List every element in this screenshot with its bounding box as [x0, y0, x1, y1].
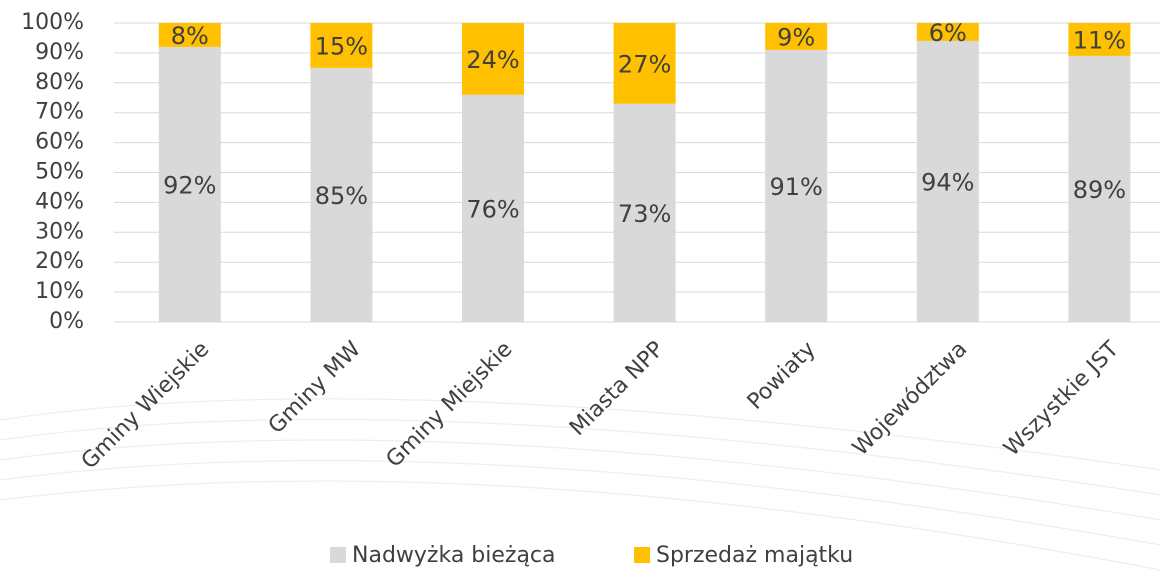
x-tick-label: Miasta NPP [565, 337, 669, 441]
data-label: 92% [163, 171, 216, 199]
background-waves [0, 398, 1161, 571]
bar-segment [462, 94, 524, 322]
bar-segment [1068, 23, 1131, 56]
bar-segment [765, 23, 828, 50]
x-tick-label: Gminy Miejskie [382, 337, 518, 473]
y-tick-label: 40% [35, 189, 84, 214]
y-tick-label: 20% [35, 249, 84, 274]
data-label: 8% [171, 22, 209, 50]
y-tick-label: 0% [49, 309, 84, 334]
data-label: 94% [921, 168, 974, 196]
data-label: 89% [1073, 176, 1126, 204]
x-tick-label: Gminy Wiejskie [77, 337, 214, 474]
legend-label: Nadwyżka bieżąca [352, 543, 556, 568]
bar-segment [462, 23, 524, 95]
x-tick-label: Wszystkie JST [999, 336, 1124, 461]
y-tick-label: 90% [35, 40, 84, 65]
bar-segment [916, 40, 979, 322]
y-tick-label: 80% [35, 70, 84, 95]
data-label: 76% [466, 195, 519, 223]
bar-segment [1068, 55, 1131, 322]
bar-segment [613, 103, 676, 322]
y-tick-label: 50% [35, 160, 84, 185]
x-tick-label: Powiaty [743, 337, 821, 415]
y-tick-label: 30% [35, 219, 84, 244]
data-label: 73% [618, 200, 671, 228]
data-label: 85% [315, 182, 368, 210]
bar-segment [158, 46, 221, 323]
bar-segment [158, 23, 221, 47]
y-tick-label: 100% [21, 10, 84, 35]
legend-swatch [634, 547, 650, 563]
data-label: 15% [315, 32, 368, 60]
data-label: 27% [618, 50, 671, 78]
bar-segment [310, 67, 373, 322]
bar-segment [765, 49, 828, 322]
data-label: 6% [929, 19, 967, 47]
bar-segment [916, 23, 979, 41]
y-tick-label: 60% [35, 130, 84, 155]
data-label: 91% [770, 173, 823, 201]
y-tick-label: 70% [35, 100, 84, 125]
y-tick-label: 10% [35, 279, 84, 304]
bar-segment [613, 23, 676, 104]
bar-segment [310, 23, 373, 68]
legend-swatch [330, 547, 346, 563]
x-tick-label: Gminy MW [264, 337, 366, 439]
data-label: 9% [777, 23, 815, 51]
data-label: 24% [466, 46, 519, 74]
data-label: 11% [1073, 26, 1126, 54]
legend-label: Sprzedaż majątku [656, 543, 853, 568]
